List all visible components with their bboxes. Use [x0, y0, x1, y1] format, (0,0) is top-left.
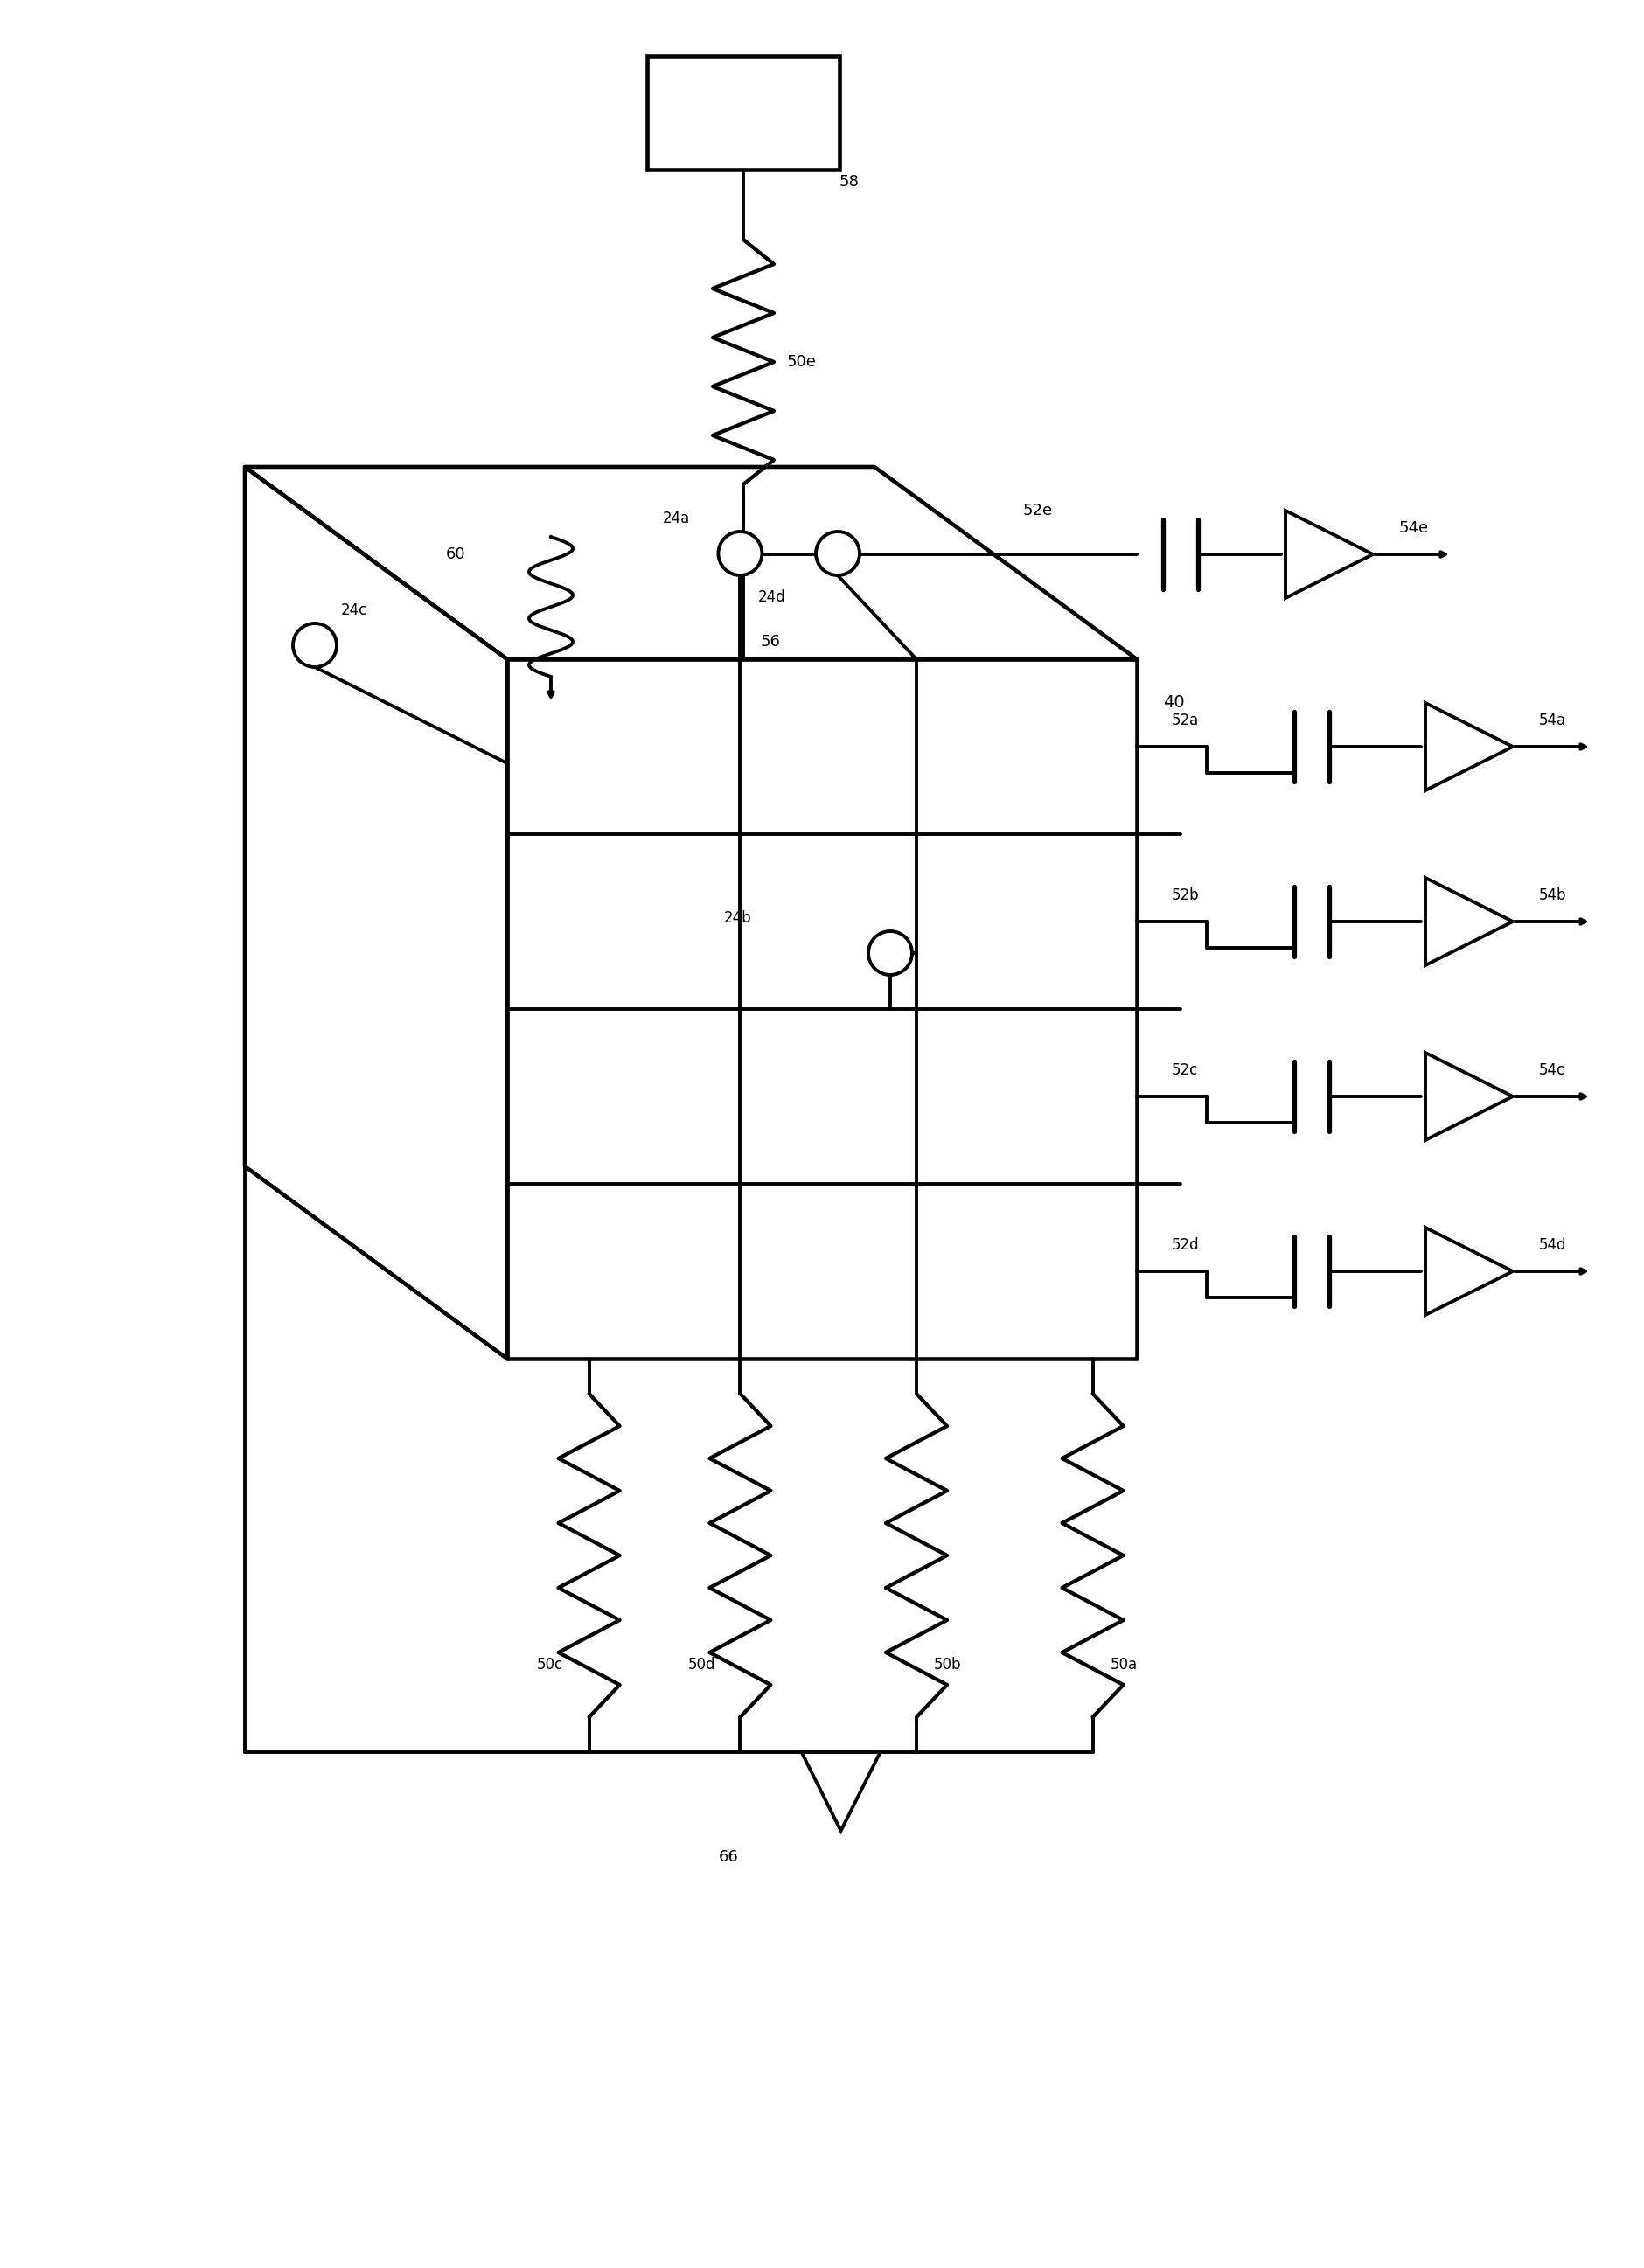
Polygon shape	[1425, 703, 1512, 789]
Text: 50d: 50d	[687, 1658, 715, 1672]
Polygon shape	[1286, 510, 1373, 599]
Text: 24d: 24d	[758, 590, 786, 606]
Text: 52a: 52a	[1172, 712, 1198, 728]
Polygon shape	[1425, 878, 1512, 966]
Text: 50a: 50a	[1110, 1658, 1138, 1672]
Text: 60: 60	[446, 547, 465, 562]
Polygon shape	[1425, 1052, 1512, 1141]
Text: 24b: 24b	[723, 909, 751, 925]
Polygon shape	[802, 1753, 880, 1830]
Text: 54e: 54e	[1399, 519, 1429, 535]
Text: 58: 58	[840, 175, 860, 191]
Text: -HV: -HV	[727, 104, 761, 120]
Circle shape	[293, 624, 337, 667]
Bar	[648, 57, 840, 170]
Text: 54b: 54b	[1539, 887, 1567, 903]
Circle shape	[815, 531, 860, 576]
Text: 52c: 52c	[1172, 1061, 1198, 1077]
Text: 54c: 54c	[1539, 1061, 1565, 1077]
Polygon shape	[1425, 1227, 1512, 1315]
Text: 54a: 54a	[1539, 712, 1567, 728]
Text: 52b: 52b	[1172, 887, 1200, 903]
Circle shape	[868, 932, 912, 975]
Text: 24c: 24c	[340, 603, 368, 619]
Text: 40: 40	[1162, 694, 1185, 712]
Text: 50c: 50c	[536, 1658, 562, 1672]
Text: 52e: 52e	[1023, 503, 1052, 519]
Text: 50b: 50b	[934, 1658, 962, 1672]
Circle shape	[718, 531, 763, 576]
Text: 66: 66	[718, 1848, 738, 1864]
Text: 54d: 54d	[1539, 1236, 1567, 1252]
Text: 52d: 52d	[1172, 1236, 1200, 1252]
Text: 50e: 50e	[787, 354, 817, 370]
Text: 56: 56	[761, 633, 781, 649]
Text: 24a: 24a	[663, 510, 690, 526]
